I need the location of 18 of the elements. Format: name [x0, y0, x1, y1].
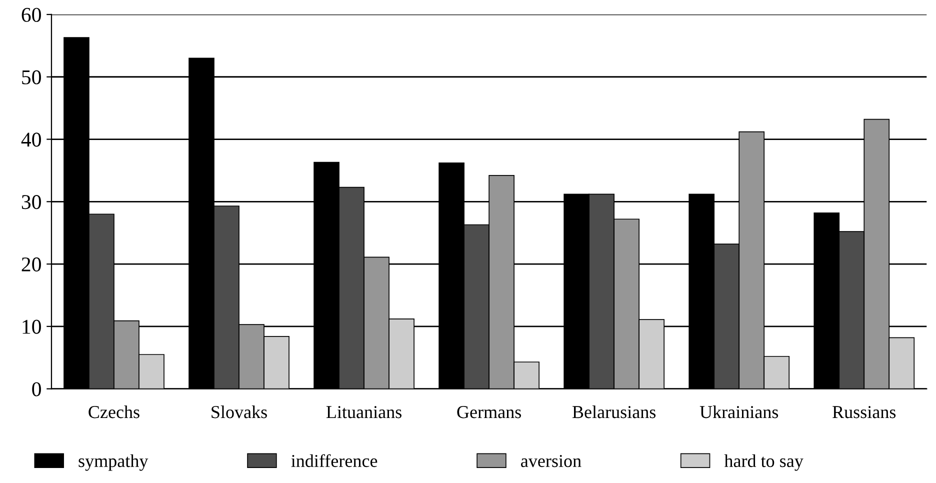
- x-tick-label: Ukrainians: [700, 405, 778, 418]
- y-tick-label: 40: [21, 132, 41, 147]
- x-tick-label: Lituanians: [326, 406, 402, 418]
- legend-label: sympathy: [78, 454, 148, 471]
- x-tick-label: Belarusians: [572, 405, 656, 418]
- y-tick-label: 60: [22, 8, 41, 22]
- y-tick-label: 20: [22, 257, 41, 272]
- x-tick-label: Czechs: [88, 405, 140, 418]
- y-tick-label: 30: [22, 195, 41, 210]
- x-tick-label: Russians: [832, 406, 896, 418]
- legend-label: hard to say: [724, 454, 804, 471]
- y-tick-label: 50: [22, 70, 41, 84]
- x-tick-label: Slovaks: [212, 405, 267, 418]
- y-tick-label: 0: [32, 382, 41, 396]
- legend-label: aversion: [521, 454, 582, 468]
- x-tick-label: Germans: [457, 406, 521, 418]
- y-tick-label: 10: [22, 320, 41, 334]
- legend-label: indifference: [291, 454, 378, 468]
